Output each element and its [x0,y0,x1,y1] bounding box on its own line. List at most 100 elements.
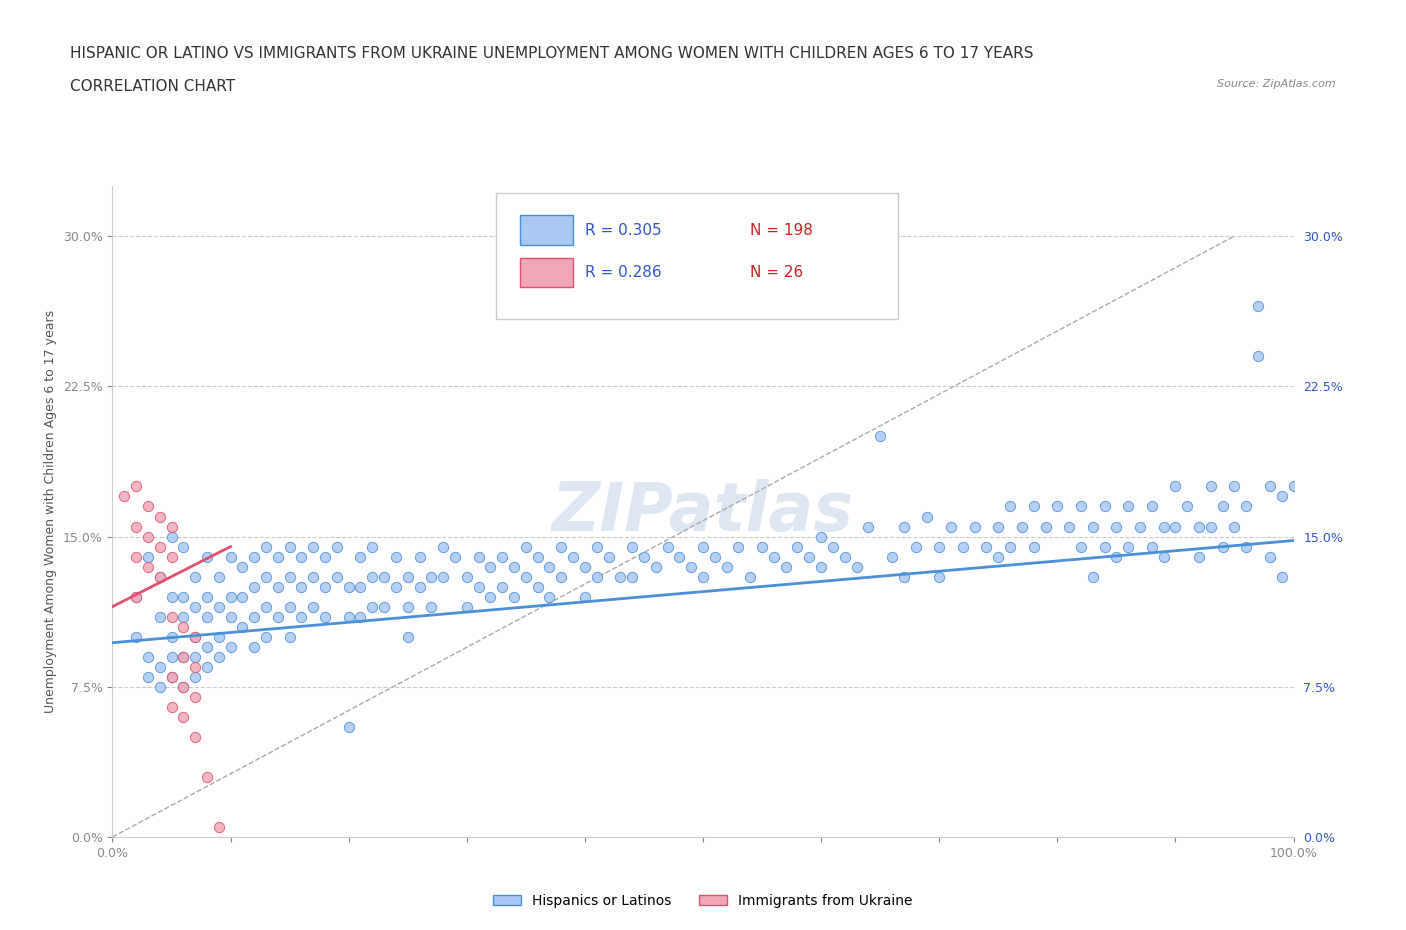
Point [526,549,548,564]
Point [1271,489,1294,504]
Point [136,559,159,574]
Point [302,599,325,614]
Point [302,539,325,554]
Point [361,569,384,584]
Point [1105,549,1128,564]
Point [184,569,207,584]
Point [219,639,242,654]
Point [125,519,148,534]
Point [963,519,986,534]
Point [326,539,349,554]
Point [195,639,218,654]
Point [1105,519,1128,534]
Point [149,609,172,624]
Point [1247,299,1270,313]
Point [125,630,148,644]
Point [467,579,489,594]
Point [160,630,183,644]
Point [219,590,242,604]
Point [243,609,266,624]
Text: R = 0.286: R = 0.286 [585,265,661,280]
Point [1164,479,1187,494]
Point [1234,499,1257,514]
Point [136,670,159,684]
Point [290,609,312,624]
Point [1188,549,1211,564]
Point [385,549,408,564]
Point [361,539,384,554]
Point [692,539,714,554]
Point [621,569,644,584]
Text: N = 198: N = 198 [751,223,813,238]
Point [302,569,325,584]
Point [160,670,183,684]
Point [125,479,148,494]
Point [208,569,231,584]
Point [716,559,738,574]
Point [195,659,218,674]
Point [160,529,183,544]
Point [184,630,207,644]
Point [149,509,172,524]
Point [349,549,371,564]
Point [290,549,312,564]
Point [160,649,183,664]
Point [373,569,395,584]
Point [1199,479,1222,494]
Point [349,579,371,594]
Point [172,649,194,664]
Point [1199,519,1222,534]
Point [1175,499,1198,514]
Point [1035,519,1057,534]
Point [184,649,207,664]
Point [408,579,430,594]
Point [396,569,419,584]
Point [195,769,218,784]
Point [254,630,277,644]
Point [657,539,679,554]
Point [349,609,371,624]
Text: HISPANIC OR LATINO VS IMMIGRANTS FROM UKRAINE UNEMPLOYMENT AMONG WOMEN WITH CHIL: HISPANIC OR LATINO VS IMMIGRANTS FROM UK… [70,46,1033,61]
Point [208,649,231,664]
Point [1081,519,1104,534]
Point [278,569,301,584]
Point [1223,479,1246,494]
Point [326,569,349,584]
Point [1070,539,1092,554]
Point [928,569,950,584]
Point [491,579,513,594]
Point [821,539,844,554]
Point [172,609,194,624]
Point [1011,519,1033,534]
Point [538,590,561,604]
Point [1212,499,1234,514]
Point [444,549,467,564]
Point [1234,539,1257,554]
Point [385,579,408,594]
Point [172,679,194,694]
Point [893,519,915,534]
Point [668,549,690,564]
Point [160,609,183,624]
Point [810,529,832,544]
Text: N = 26: N = 26 [751,265,803,280]
FancyBboxPatch shape [520,216,574,245]
Point [786,539,808,554]
Point [1212,539,1234,554]
Point [1223,519,1246,534]
Point [562,549,585,564]
Point [1140,539,1163,554]
Point [598,549,620,564]
Point [243,549,266,564]
Point [420,569,443,584]
Point [467,549,489,564]
Point [810,559,832,574]
Point [267,609,290,624]
Point [1094,539,1116,554]
Point [703,549,725,564]
Point [526,579,548,594]
Point [396,599,419,614]
Point [125,549,148,564]
Point [136,499,159,514]
Point [928,539,950,554]
